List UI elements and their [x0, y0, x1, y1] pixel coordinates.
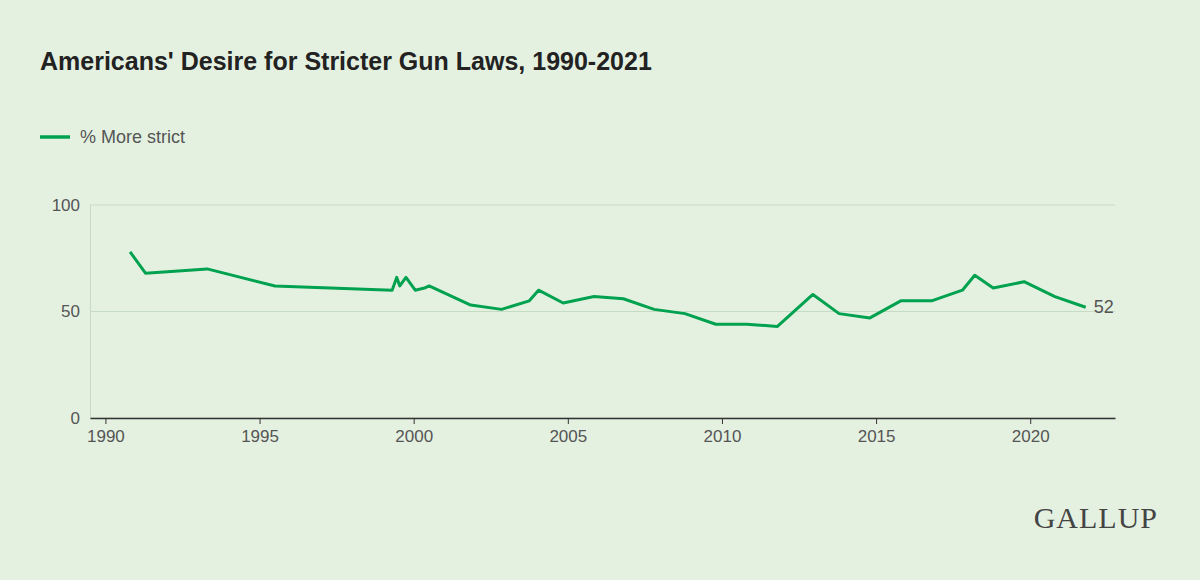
- x-tick: 2010: [704, 418, 742, 446]
- x-tick-label: 2020: [1012, 427, 1050, 446]
- x-tick-label: 1995: [241, 427, 279, 446]
- x-tick: 2020: [1012, 418, 1050, 446]
- x-tick: 2015: [858, 418, 896, 446]
- line: [130, 252, 1086, 327]
- legend-label: % More strict: [80, 127, 185, 147]
- x-tick-mark: [722, 418, 723, 424]
- chart: Americans' Desire for Stricter Gun Laws,…: [0, 0, 1200, 580]
- y-tick-label: 100: [52, 196, 80, 215]
- grid-line: [90, 311, 1115, 312]
- y-tick-label: 0: [71, 409, 80, 428]
- x-tick: 1995: [241, 418, 279, 446]
- x-tick-mark: [105, 418, 106, 424]
- y-axis: 0 50 100: [52, 196, 91, 428]
- x-tick-mark: [260, 418, 261, 424]
- x-axis: 1990 1995 2000 2005 2010 2015 2020: [87, 418, 1116, 446]
- x-tick-label: 2010: [704, 427, 742, 446]
- background: [0, 0, 1200, 580]
- x-tick: 2005: [549, 418, 587, 446]
- y-tick: 50: [61, 302, 90, 321]
- title: Americans' Desire for Stricter Gun Laws,…: [40, 47, 652, 75]
- x-tick-label: 1990: [87, 427, 125, 446]
- grid: [90, 205, 1115, 418]
- x-tick: 1990: [87, 418, 125, 446]
- x-tick-mark: [1030, 418, 1031, 424]
- x-tick-label: 2015: [858, 427, 896, 446]
- annotation: 52: [1094, 297, 1114, 317]
- legend: % More strict: [40, 127, 185, 147]
- y-tick-label: 50: [61, 302, 80, 321]
- y-tick: 0: [71, 409, 90, 428]
- y-tick: 100: [52, 196, 90, 215]
- grid-line: [90, 205, 1115, 206]
- legend-swatch: [40, 135, 70, 139]
- x-axis-line: [91, 418, 1116, 420]
- x-tick-mark: [568, 418, 569, 424]
- x-tick-label: 2005: [549, 427, 587, 446]
- plot-area: [130, 252, 1086, 327]
- x-tick: 2000: [395, 418, 433, 446]
- x-tick-mark: [876, 418, 877, 424]
- y-axis-line: [90, 206, 91, 419]
- grid-line: [90, 418, 1115, 419]
- x-tick-label: 2000: [395, 427, 433, 446]
- x-tick-mark: [414, 418, 415, 424]
- source-logo: GALLUP: [1034, 501, 1158, 534]
